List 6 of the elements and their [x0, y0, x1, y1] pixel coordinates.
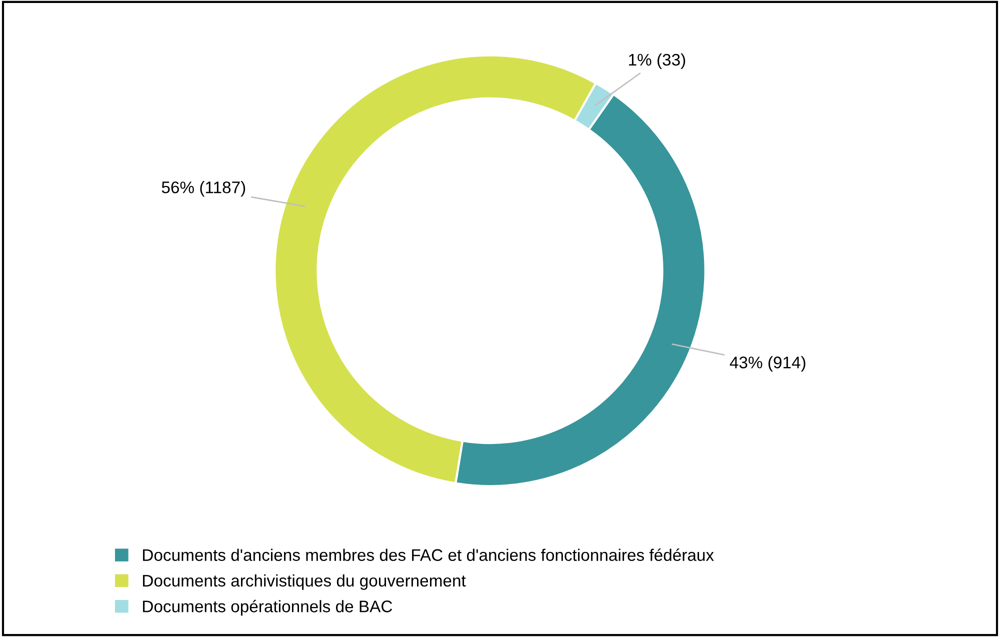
data-label: 56% (1187)	[162, 181, 246, 197]
legend-label: Documents archivistiques du gouvernement	[143, 574, 466, 590]
data-label: 1% (33)	[629, 53, 686, 69]
legend-label: Documents opérationnels de BAC	[143, 600, 392, 616]
legend-label: Documents d'anciens membres des FAC et d'anciens fonctionnaires fédéraux	[143, 548, 714, 561]
data-label: 43% (914)	[730, 356, 806, 372]
